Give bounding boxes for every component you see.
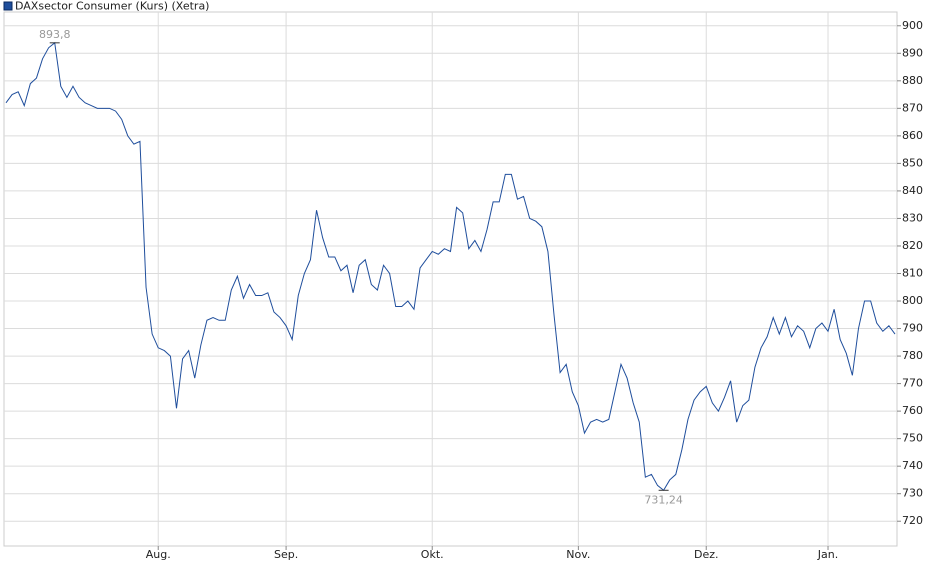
x-tick-label: Dez. [694,548,719,561]
x-tick-label: Sep. [274,548,298,561]
y-tick-label: 780 [902,349,923,362]
y-tick-label: 770 [902,377,923,390]
max-label: 893,8 [39,28,71,41]
y-tick-label: 850 [902,156,923,169]
legend-label: DAXsector Consumer (Kurs) (Xetra) [15,0,209,13]
x-tick-label: Jan. [817,548,838,561]
y-tick-label: 740 [902,459,923,472]
y-tick-label: 720 [902,514,923,527]
y-tick-label: 810 [902,266,923,279]
y-tick-label: 890 [902,46,923,59]
y-tick-label: 870 [902,101,923,114]
y-tick-label: 900 [902,19,923,32]
y-tick-label: 800 [902,294,923,307]
y-tick-label: 750 [902,432,923,445]
y-tick-label: 730 [902,487,923,500]
x-tick-label: Aug. [146,548,171,561]
x-tick-label: Okt. [421,548,444,561]
y-tick-label: 790 [902,322,923,335]
y-tick-label: 820 [902,239,923,252]
x-tick-label: Nov. [566,548,590,561]
y-tick-label: 860 [902,129,923,142]
y-tick-label: 840 [902,184,923,197]
y-tick-label: 760 [902,404,923,417]
legend-swatch [3,1,13,11]
min-label: 731,24 [644,493,683,506]
series-line [5,41,896,492]
plot-area [3,11,898,547]
y-tick-label: 830 [902,211,923,224]
y-tick-label: 880 [902,74,923,87]
